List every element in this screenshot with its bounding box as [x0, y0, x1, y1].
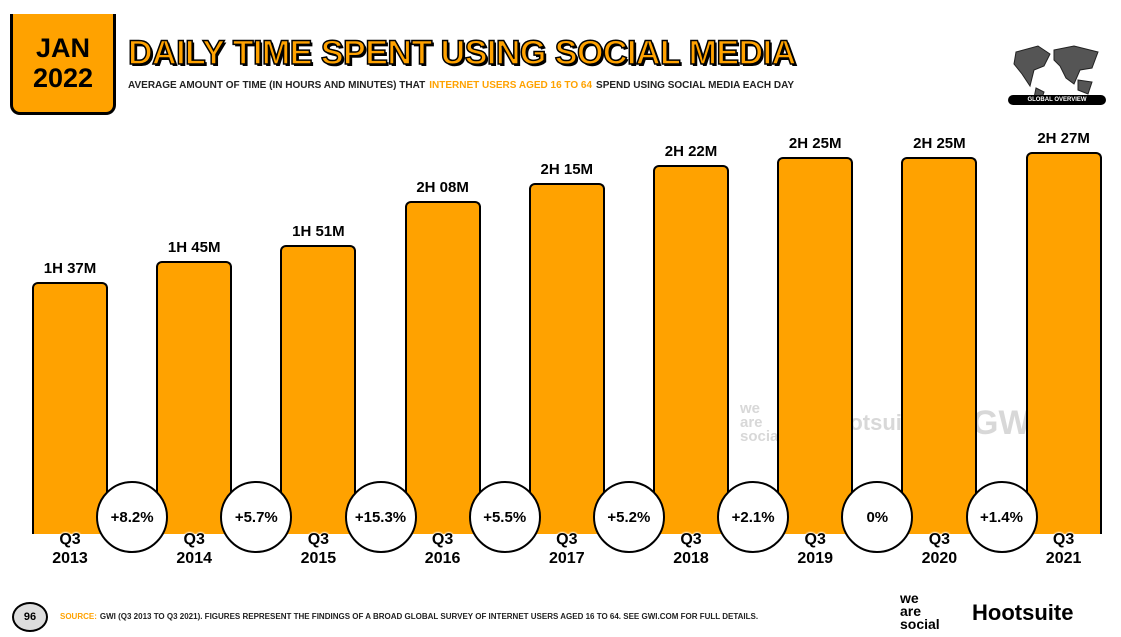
x-tick-label: Q3 2013	[52, 531, 88, 567]
bar	[280, 245, 357, 534]
bar	[653, 164, 729, 534]
bar	[528, 183, 605, 534]
date-year: 2022	[32, 63, 94, 93]
source-label: SOURCE:	[60, 612, 97, 621]
source-note: SOURCE: GWI (Q3 2013 TO Q3 2021). FIGURES…	[60, 612, 758, 621]
change-badge: +15.3%	[344, 481, 417, 553]
page-number: 96	[12, 602, 48, 632]
change-badge: +5.2%	[592, 481, 665, 553]
bar	[32, 281, 108, 534]
logo: Hootsuite	[972, 600, 1074, 625]
bar	[777, 157, 854, 534]
x-tick-label: Q3 2016	[424, 531, 461, 567]
value-label: 1H 45M	[167, 239, 221, 256]
subtitle-text: SPEND USING SOCIAL MEDIA EACH DAY	[596, 80, 795, 91]
value-label: 1H 51M	[292, 223, 345, 241]
globe-icon	[1013, 45, 1099, 105]
value-label: 2H 27M	[1037, 129, 1090, 147]
change-badge: +8.2%	[96, 481, 169, 553]
change-badge: 0%	[841, 481, 914, 553]
bar	[901, 157, 978, 534]
value-label: 2H 08M	[416, 179, 469, 197]
bar	[156, 261, 233, 534]
x-tick-label: Q3 2015	[300, 531, 337, 567]
watermark: we are social	[740, 400, 783, 445]
chart-subtitle: AVERAGE AMOUNT OF TIME (IN HOURS AND MIN…	[128, 80, 798, 91]
value-label: 2H 22M	[664, 142, 718, 160]
x-tick-label: Q3 2021	[1045, 531, 1082, 567]
change-badge: +5.5%	[468, 481, 541, 553]
logo: we are social	[900, 590, 940, 632]
date-box: JAN 2022	[10, 14, 116, 115]
date-month: JAN	[35, 33, 90, 63]
subtitle-text: AVERAGE AMOUNT OF TIME (IN HOURS AND MIN…	[128, 80, 426, 91]
chart-title: DAILY TIME SPENT USING SOCIAL MEDIA	[127, 33, 797, 73]
value-label: 1H 37M	[43, 259, 97, 277]
source-text: GWI (Q3 2013 TO Q3 2021). FIGURES REPRES…	[99, 612, 759, 621]
x-tick-label: Q3 2014	[176, 531, 212, 567]
x-tick-label: Q3 2019	[797, 531, 833, 567]
change-badge: +2.1%	[717, 481, 790, 553]
value-label: 2H 25M	[913, 135, 966, 152]
global-overview-badge: GLOBAL OVERVIEW	[1008, 95, 1106, 105]
value-label: 2H 15M	[540, 161, 594, 178]
x-tick-label: Q3 2020	[921, 531, 958, 567]
change-badge: +1.4%	[965, 481, 1038, 553]
bar	[404, 201, 481, 534]
x-tick-label: Q3 2017	[549, 531, 585, 567]
subtitle-highlight: INTERNET USERS AGED 16 TO 64	[429, 80, 593, 91]
bar	[1025, 151, 1102, 534]
change-badge: +5.7%	[220, 481, 293, 553]
x-tick-label: Q3 2018	[673, 531, 709, 567]
value-label: 2H 25M	[788, 135, 842, 152]
